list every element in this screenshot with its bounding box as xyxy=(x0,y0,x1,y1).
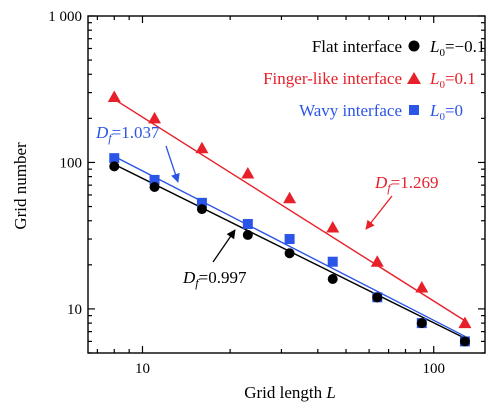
fit-line-finger xyxy=(113,98,466,322)
y-tick-label: 100 xyxy=(60,155,83,171)
annotation-flat-arrow xyxy=(212,229,236,263)
point-wavy xyxy=(109,153,120,164)
point-flat xyxy=(242,229,253,240)
point-finger xyxy=(241,167,255,179)
annotation-flat-text: Df=0.997 xyxy=(182,268,247,290)
legend: Flat interface L0=−0.1 Finger-like inter… xyxy=(263,37,485,123)
legend-param-flat: L0=−0.1 xyxy=(429,37,485,59)
point-finger xyxy=(326,220,340,233)
data-points xyxy=(107,90,472,347)
y-tick-label: 1 000 xyxy=(48,9,82,25)
point-finger xyxy=(415,281,429,293)
axes: 10 100 10 100 1 000 xyxy=(48,9,485,377)
legend-marker-finger xyxy=(407,72,421,84)
legend-param-wavy: L0=0 xyxy=(429,101,463,123)
point-flat xyxy=(416,318,427,329)
point-flat xyxy=(372,292,383,303)
point-flat xyxy=(196,204,207,215)
plot-frame xyxy=(87,15,486,354)
legend-marker-wavy xyxy=(409,105,419,115)
x-axis-title: Grid length L xyxy=(244,383,336,402)
y-axis-title: Grid number xyxy=(11,142,30,230)
point-finger xyxy=(148,111,162,124)
legend-label-wavy: Wavy interface xyxy=(299,101,402,120)
point-flat xyxy=(459,336,470,347)
annotation-finger-arrow xyxy=(365,195,393,230)
point-flat xyxy=(149,181,160,192)
annotation-flat: Df=0.997 xyxy=(182,229,247,290)
point-flat xyxy=(327,274,338,285)
legend-param-finger: L0=0.1 xyxy=(429,69,476,91)
legend-label-finger: Finger-like interface xyxy=(263,69,402,88)
x-tick-label: 10 xyxy=(135,361,150,377)
point-finger xyxy=(370,255,384,267)
annotation-finger-text: Df=1.269 xyxy=(374,173,438,195)
fit-lines xyxy=(113,98,466,339)
point-wavy xyxy=(149,174,160,185)
point-finger xyxy=(458,316,472,329)
fit-line-wavy xyxy=(113,155,466,337)
point-wavy xyxy=(242,218,253,229)
point-wavy xyxy=(284,234,295,245)
point-finger xyxy=(107,90,121,102)
point-flat xyxy=(109,161,120,172)
point-finger xyxy=(195,141,209,154)
point-wavy xyxy=(327,256,338,267)
annotation-finger: Df=1.269 xyxy=(365,173,438,230)
x-tick-label: 100 xyxy=(422,361,445,377)
legend-marker-flat xyxy=(408,40,420,52)
y-tick-label: 10 xyxy=(67,302,82,318)
legend-label-flat: Flat interface xyxy=(312,37,402,56)
point-wavy xyxy=(196,197,207,208)
annotation-wavy: Df=1.037 xyxy=(95,123,180,183)
point-flat xyxy=(284,248,295,259)
point-finger xyxy=(283,191,297,204)
annotation-wavy-text: Df=1.037 xyxy=(95,123,160,145)
annotation-wavy-arrow xyxy=(165,145,180,183)
